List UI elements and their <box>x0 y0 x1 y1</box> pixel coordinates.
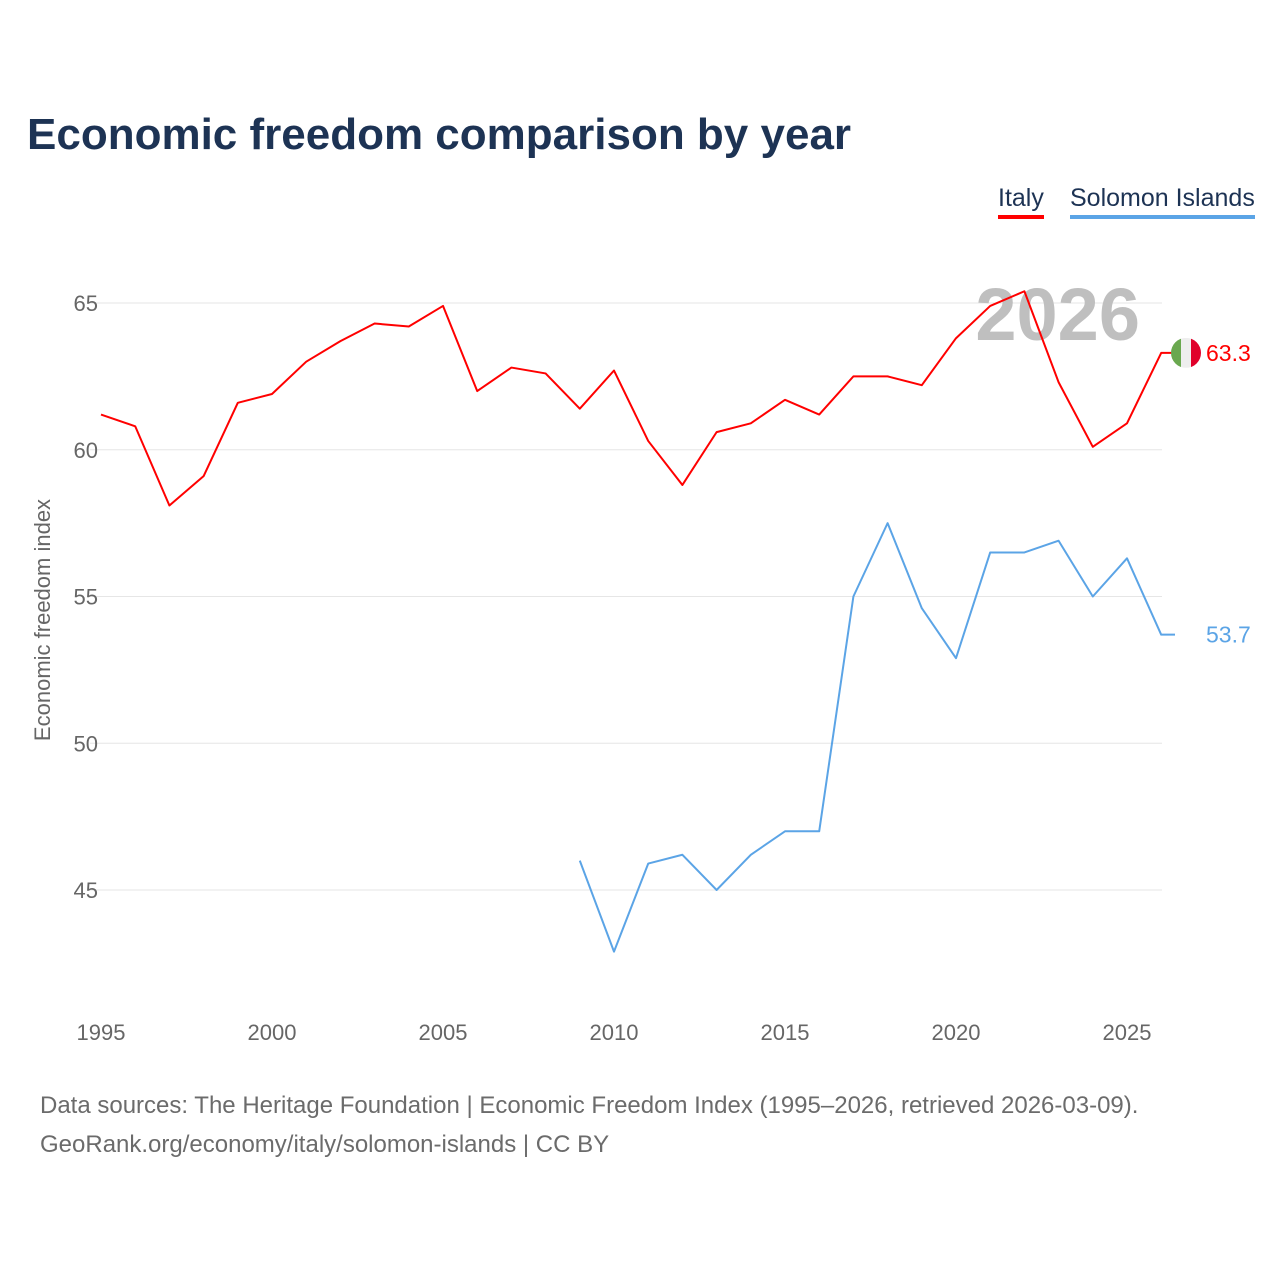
solomon-islands-flag-icon <box>1171 620 1201 650</box>
italy-flag-icon <box>1191 337 1201 368</box>
end-value-label: 53.7 <box>1206 622 1251 648</box>
series-line-italy <box>100 290 1175 507</box>
italy-flag-icon <box>1171 337 1181 368</box>
y-tick-label: 50 <box>74 731 98 756</box>
source-link[interactable]: GeoRank.org/economy/italy/solomon-island… <box>40 1131 610 1158</box>
x-tick-label: 2005 <box>419 1020 468 1045</box>
y-tick-label: 55 <box>74 585 98 610</box>
legend-italy[interactable]: Italy <box>998 184 1044 219</box>
x-tick-label: 2025 <box>1103 1020 1152 1045</box>
chart-title: Economic freedom comparison by year <box>27 110 852 159</box>
x-tick-label: 2015 <box>761 1020 810 1045</box>
footer: Data sources: The Heritage Foundation | … <box>40 1086 1138 1164</box>
y-tick-label: 65 <box>74 291 98 316</box>
y-tick-label: 45 <box>74 878 98 903</box>
legend-solomon-islands[interactable]: Solomon Islands <box>1070 184 1255 219</box>
x-tick-label: 2000 <box>248 1020 297 1045</box>
y-axis-label: Economic freedom index <box>30 499 55 741</box>
x-tick-label: 1995 <box>77 1020 126 1045</box>
solomon-islands-flag-icon <box>1171 620 1201 650</box>
y-tick-label: 60 <box>74 438 98 463</box>
x-tick-label: 2010 <box>590 1020 639 1045</box>
source-text: Data sources: The Heritage Foundation | … <box>40 1092 1139 1119</box>
series-line-solomon-islands <box>578 522 1175 953</box>
italy-flag-icon <box>1181 337 1191 368</box>
solomon-islands-flag-icon <box>1171 620 1201 650</box>
x-tick-label: 2020 <box>932 1020 981 1045</box>
year-watermark: 2026 <box>975 273 1140 356</box>
end-value-label: 63.3 <box>1206 340 1251 366</box>
